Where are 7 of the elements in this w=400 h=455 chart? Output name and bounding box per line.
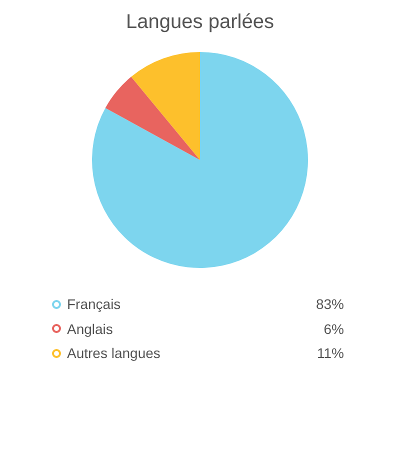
legend-label: Français: [67, 296, 122, 312]
chart-title: Langues parlées: [125, 11, 275, 34]
legend-label: Autres langues: [67, 345, 162, 362]
data-label: 83%: [316, 296, 344, 312]
data-label: 6%: [324, 320, 344, 337]
data-label: 11%: [317, 345, 344, 362]
legend-label: Anglais: [67, 320, 114, 337]
